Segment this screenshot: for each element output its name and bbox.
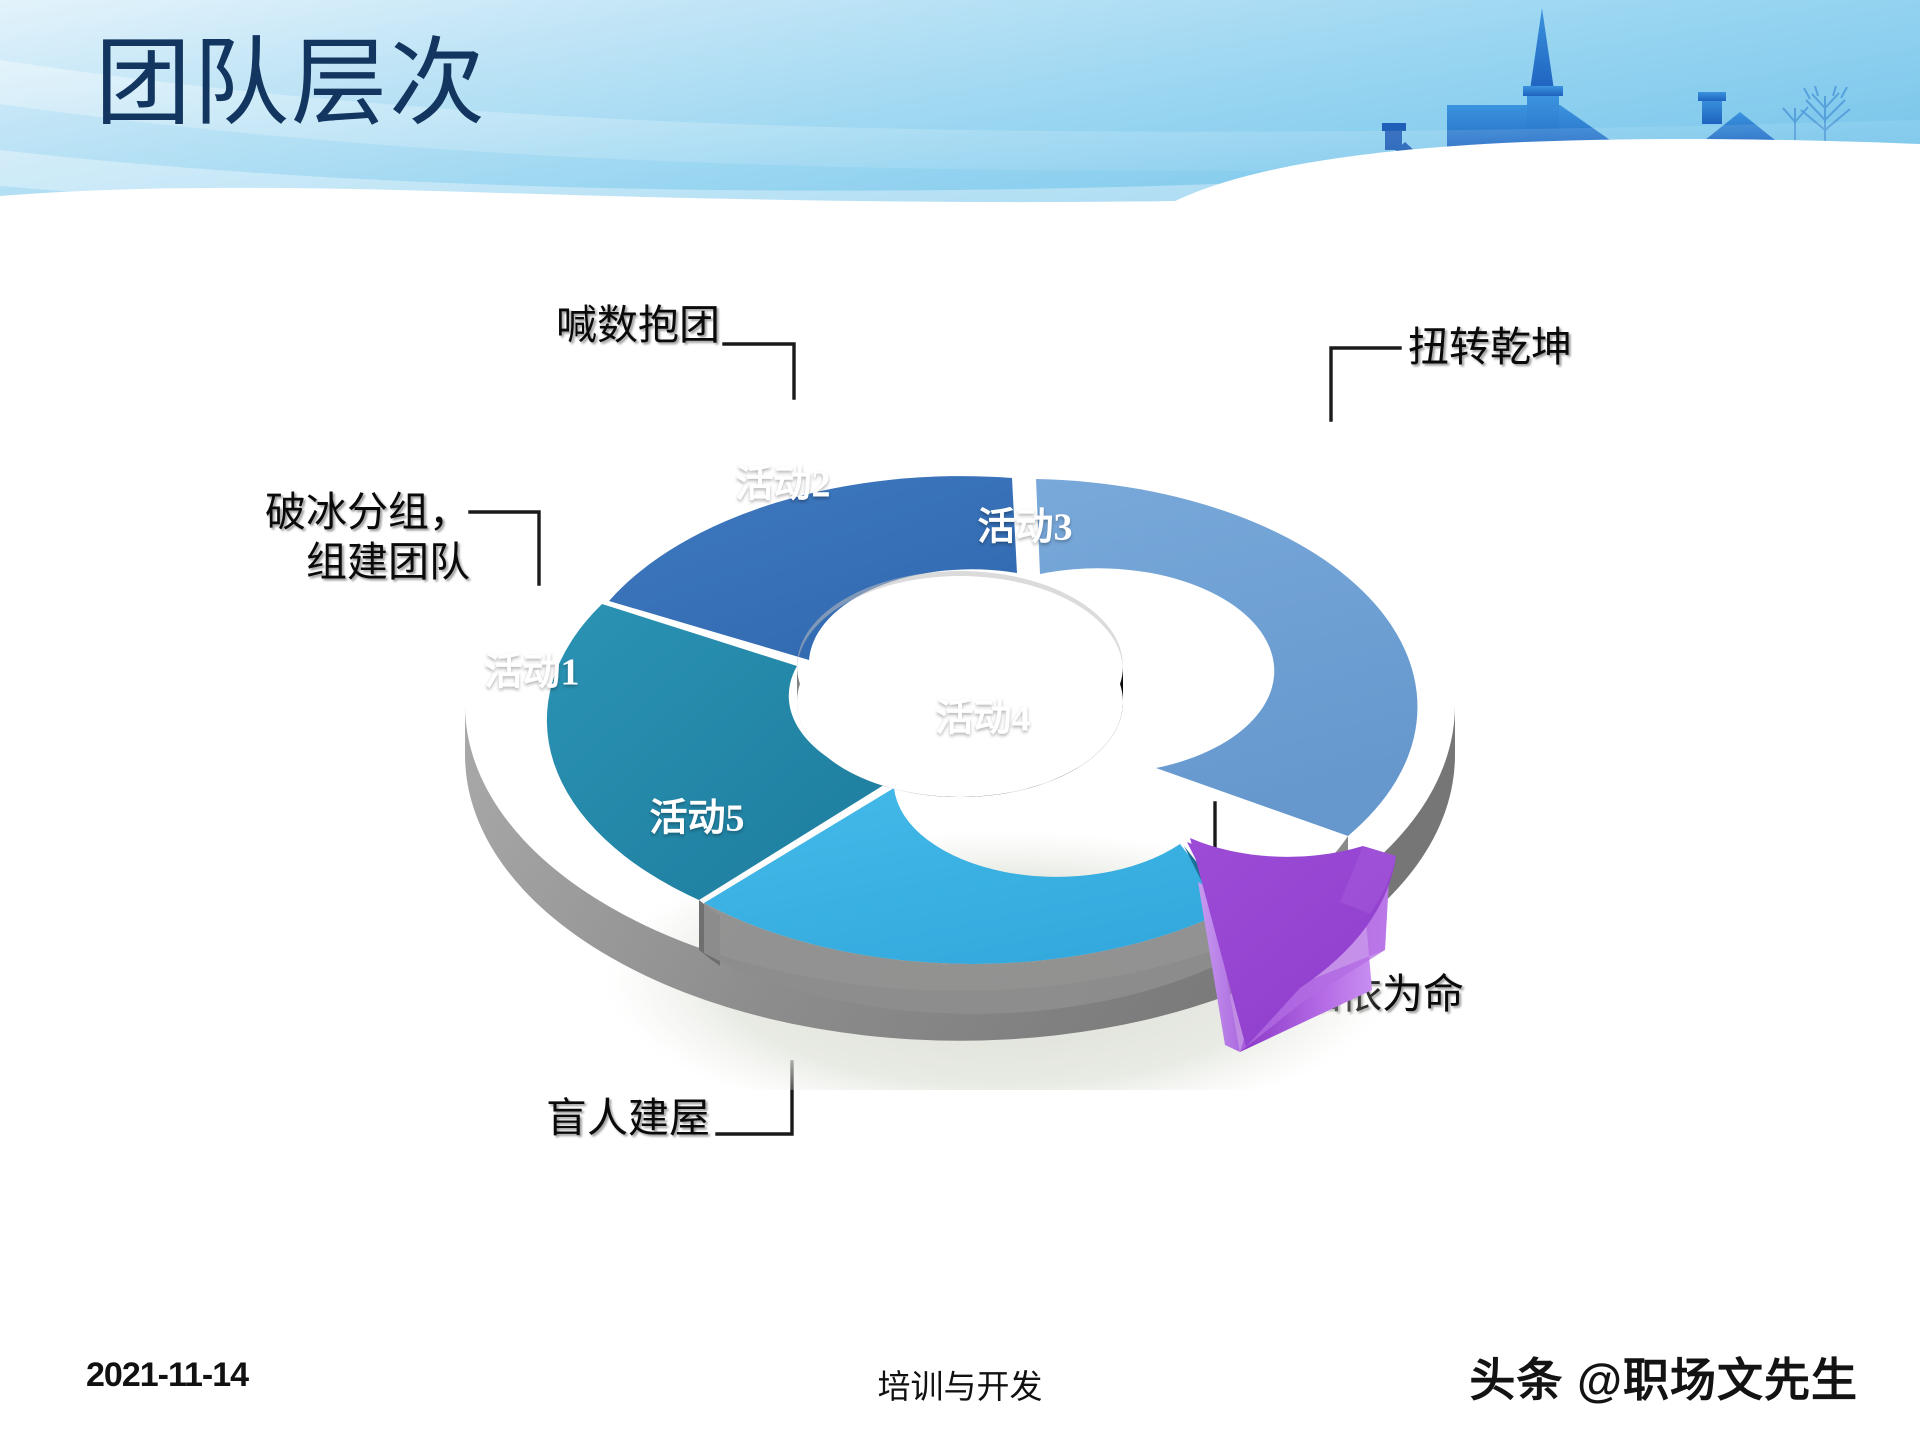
footer-date: 2021-11-14 <box>86 1356 249 1394</box>
slice-huodong4-edge <box>1340 846 1396 914</box>
church-spire-icon <box>1530 8 1554 90</box>
chimney-cap-left <box>1382 123 1406 131</box>
footer-subject: 培训与开发 <box>877 1370 1043 1406</box>
slide-footer: 2021-11-14 培训与开发 头条 @职场文先生 <box>0 1330 1920 1440</box>
callout-huodong5: 盲人建屋 <box>546 1095 710 1141</box>
callout-huodong1: 破冰分组， 组建团队 <box>265 489 470 586</box>
chimney-right-icon <box>1702 98 1722 124</box>
slice-huodong4-side-left <box>1198 882 1240 1052</box>
slice-huodong5-side <box>704 903 1230 1014</box>
header-swoosh-2 <box>0 150 1500 215</box>
slice-huodong3[interactable] <box>1036 479 1418 836</box>
spire-base <box>1523 86 1563 96</box>
slice-huodong1[interactable] <box>546 604 887 900</box>
footer-watermark: 头条 @职场文先生 <box>1469 1354 1858 1406</box>
donut-hole <box>797 607 1123 797</box>
slice-huodong4[interactable] <box>1190 838 1396 1047</box>
header-swoosh-1 <box>0 60 1920 171</box>
slice-huodong4-group[interactable] <box>1187 838 1396 1052</box>
header-graphic <box>0 0 1920 215</box>
donut-chart: 活动1 活动2 活动3 活动4 活动5 <box>300 290 1620 1090</box>
callout-huodong3: 扭转乾坤 <box>1408 324 1572 370</box>
slice-huodong2[interactable] <box>609 476 1017 660</box>
callout-huodong2: 喊数抱团 <box>556 302 720 348</box>
slide-header: 团队层次 <box>0 0 1920 215</box>
chimney-cap-right <box>1698 92 1726 101</box>
slice-huodong5[interactable] <box>704 788 1230 964</box>
donut-chart-svg <box>465 476 1455 1090</box>
page-title: 团队层次 <box>95 30 487 137</box>
